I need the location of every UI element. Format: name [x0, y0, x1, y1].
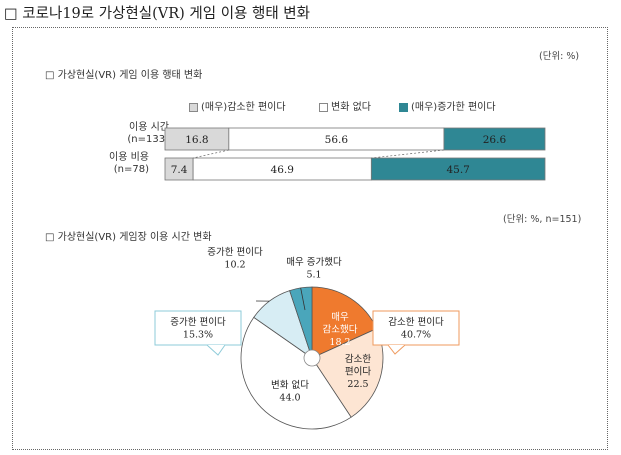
- pie-slice-label: 22.5: [347, 379, 368, 390]
- bar-category-cost-label: 이용 비용: [109, 152, 149, 163]
- callout-decrease-pointer: [387, 344, 406, 355]
- callout-decrease-box: [372, 310, 460, 346]
- bar-connector-line: [371, 149, 444, 159]
- bar-category-time: 이용 시간 (n=133): [93, 122, 169, 146]
- pie-slice: [240, 316, 352, 430]
- pie-slice-label: 감소한: [345, 353, 371, 365]
- bar-data-label: 46.9: [271, 164, 294, 176]
- pie-leader-line: [300, 287, 306, 311]
- bar-category-time-label: 이용 시간: [129, 122, 169, 133]
- bar-data-label: 56.6: [325, 134, 349, 146]
- bar-segment: [370, 157, 546, 181]
- bar-category-time-n: (n=133): [127, 134, 169, 145]
- bar-segment: [443, 127, 546, 151]
- legend-increase-swatch: [399, 102, 408, 112]
- pie-slice-label: 감소했다: [323, 324, 358, 336]
- bar-data-label: 7.4: [171, 164, 188, 176]
- bar-chart-title: □ 가상현실(VR) 게임 이용 행태 변화: [45, 70, 203, 81]
- bar-data-label: 26.6: [483, 134, 507, 146]
- bar-data-label: 45.7: [446, 164, 469, 176]
- bar-data-label: 16.8: [185, 134, 208, 146]
- callout-increase-text: 증가한 편이다: [170, 316, 226, 328]
- legend-increase: (매우)증가한 편이다: [399, 98, 496, 113]
- callout-decrease-text: 감소한 편이다: [388, 316, 444, 328]
- pie-slice-label: 18.2: [329, 337, 350, 348]
- bar-connector-line: [193, 149, 229, 159]
- bar-category-cost-n: (n=78): [113, 164, 149, 175]
- pie-unit-label: (단위: %, n=151): [503, 214, 582, 225]
- callout-increase-text: 15.3%: [183, 330, 213, 341]
- bar-unit-label: (단위: %): [539, 51, 580, 62]
- stacked-bar-chart: 16.8 56.6 26.6 7.4 46.9 45.7: [164, 127, 546, 181]
- pie-outside-label: 10.2: [224, 260, 245, 271]
- legend-nochange-label: 변화 없다: [331, 102, 371, 113]
- pie-center-hole: [303, 349, 321, 367]
- pie-outside-label: 5.1: [306, 270, 321, 281]
- legend-nochange: 변화 없다: [319, 98, 371, 113]
- callout-increase-pointer: [206, 344, 226, 356]
- pie-outside-label: 매우 증가했다: [286, 256, 342, 268]
- legend-decrease: (매우)감소한 편이다: [189, 98, 286, 113]
- legend-nochange-swatch: [319, 102, 328, 112]
- callout-increase-box: [154, 310, 242, 346]
- page-heading: □ 코로나19로 가상현실(VR) 게임 이용 행태 변화: [4, 6, 310, 22]
- pie-slice-label: 편이다: [345, 366, 371, 378]
- pie-chart-title: □ 가상현실(VR) 게임장 이용 시간 변화: [45, 232, 212, 243]
- legend-increase-label: (매우)증가한 편이다: [411, 102, 496, 113]
- legend-decrease-swatch: [189, 102, 198, 112]
- chart-panel: (단위: %) □ 가상현실(VR) 게임 이용 행태 변화 (매우)감소한 편…: [12, 27, 608, 450]
- pie-slice-label: 44.0: [279, 393, 300, 404]
- callout-decrease-text: 40.7%: [401, 330, 431, 341]
- legend-decrease-label: (매우)감소한 편이다: [201, 102, 286, 113]
- bar-category-cost: 이용 비용 (n=78): [93, 152, 149, 176]
- pie-slice-label: 매우: [331, 312, 349, 323]
- pie-slice-label: 변화 없다: [271, 379, 309, 391]
- pie-outside-label: 증가한 편이다: [207, 246, 263, 258]
